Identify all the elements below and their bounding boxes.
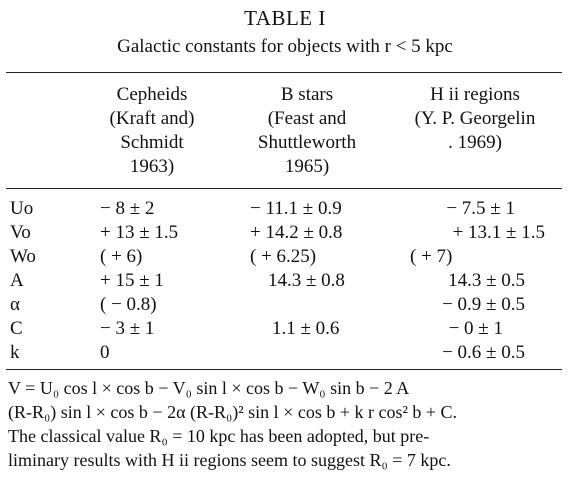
column-header-line: 1965) <box>284 156 330 177</box>
row-label: A <box>10 270 24 291</box>
table-row: A + 15 ± 1 14.3 ± 0.8 14.3 ± 0.5 <box>0 270 570 294</box>
header-rule <box>6 188 562 189</box>
cell-b-stars: ( + 6.25) <box>250 246 317 267</box>
column-header-line: Schmidt <box>120 132 184 153</box>
cell-cepheids: ( + 6) <box>100 246 143 267</box>
column-header-line: 1963) <box>129 156 175 177</box>
footnote-line: V = U₀ cos l × cos b − V₀ sin l × cos b … <box>8 378 410 398</box>
column-header-line: Cepheids <box>116 84 188 105</box>
cell-cepheids: − 8 ± 2 <box>100 198 155 219</box>
row-label: C <box>10 318 23 339</box>
cell-h-ii: 14.3 ± 0.5 <box>448 270 525 291</box>
column-header-line: (Y. P. Georgelin <box>414 108 536 129</box>
cell-cepheids: 0 <box>100 342 110 363</box>
column-header-line: Shuttleworth <box>257 132 357 153</box>
cell-b-stars: 1.1 ± 0.6 <box>272 318 340 339</box>
column-header-cepheids: Cepheids (Kraft and) Schmidt 1963) <box>82 83 222 179</box>
cell-b-stars: − 11.1 ± 0.9 <box>250 198 342 219</box>
cell-cepheids: + 13 ± 1.5 <box>100 222 179 243</box>
column-header-b-stars: B stars (Feast and Shuttleworth 1965) <box>232 83 382 179</box>
cell-cepheids: − 3 ± 1 <box>100 318 155 339</box>
table-row: C − 3 ± 1 1.1 ± 0.6 − 0 ± 1 <box>0 318 570 342</box>
cell-h-ii: − 0.9 ± 0.5 <box>442 294 525 315</box>
table-row: Vo + 13 ± 1.5 + 14.2 ± 0.8 + 13.1 ± 1.5 <box>0 222 570 246</box>
cell-h-ii: ( + 7) <box>410 246 453 267</box>
column-header-line: H ii regions <box>430 84 520 105</box>
row-label: α <box>10 294 20 315</box>
row-label: Uo <box>10 198 34 219</box>
row-label: k <box>10 342 20 363</box>
cell-cepheids: ( − 0.8) <box>100 294 157 315</box>
row-label: Vo <box>10 222 31 243</box>
column-header-h-ii-regions: H ii regions (Y. P. Georgelin . 1969) <box>385 83 565 155</box>
cell-h-ii: − 0.6 ± 0.5 <box>442 342 525 363</box>
bottom-rule <box>6 369 562 370</box>
column-header-line: . 1969) <box>448 132 502 153</box>
table-row: Uo − 8 ± 2 − 11.1 ± 0.9 − 7.5 ± 1 <box>0 198 570 222</box>
table-subtitle: Galactic constants for objects with r < … <box>117 36 453 57</box>
cell-h-ii: − 7.5 ± 1 <box>446 198 515 219</box>
table-row: k 0 − 0.6 ± 0.5 <box>0 342 570 366</box>
table-footnote: V = U₀ cos l × cos b − V₀ sin l × cos b … <box>8 376 564 472</box>
cell-h-ii: − 0 ± 1 <box>448 318 503 339</box>
column-header-line: (Feast and <box>267 108 347 129</box>
footnote-line: liminary results with H ii regions seem … <box>8 450 451 470</box>
cell-h-ii: + 13.1 ± 1.5 <box>452 222 545 243</box>
footnote-line: (R-R₀) sin l × cos b − 2α (R-R₀)² sin l … <box>8 402 458 422</box>
cell-cepheids: + 15 ± 1 <box>100 270 164 291</box>
top-rule <box>6 72 562 73</box>
column-header-line: B stars <box>280 84 334 105</box>
cell-b-stars: + 14.2 ± 0.8 <box>250 222 343 243</box>
footnote-line: The classical value R₀ = 10 kpc has been… <box>8 426 430 446</box>
row-label: Wo <box>10 246 36 267</box>
column-header-line: (Kraft and) <box>109 108 195 129</box>
table-row: α ( − 0.8) − 0.9 ± 0.5 <box>0 294 570 318</box>
table-row: Wo ( + 6) ( + 6.25) ( + 7) <box>0 246 570 270</box>
table-title: TABLE I <box>244 6 326 30</box>
cell-b-stars: 14.3 ± 0.8 <box>268 270 345 291</box>
